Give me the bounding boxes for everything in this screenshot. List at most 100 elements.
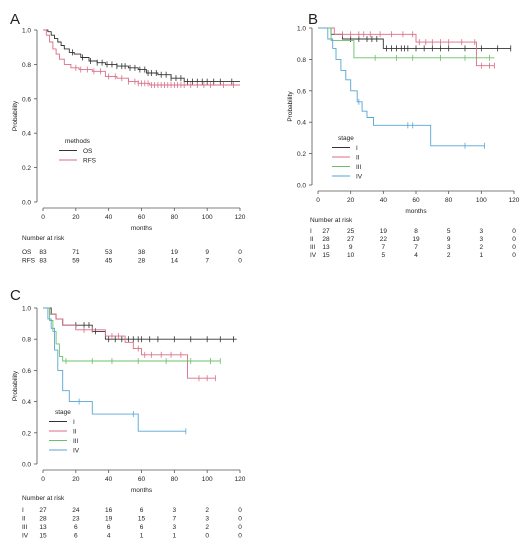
risk-value: 1 bbox=[480, 252, 484, 259]
risk-value: 3 bbox=[173, 524, 177, 531]
risk-row-label: III bbox=[22, 524, 28, 531]
x-tick-label: 0 bbox=[316, 197, 320, 204]
risk-value: 15 bbox=[39, 533, 47, 540]
x-axis-label: months bbox=[405, 208, 427, 215]
risk-value: 28 bbox=[39, 516, 47, 523]
risk-value: 24 bbox=[72, 507, 80, 514]
x-tick-label: 40 bbox=[105, 214, 113, 221]
risk-value: 3 bbox=[173, 507, 177, 514]
panel-letter: A bbox=[10, 11, 20, 28]
risk-value: 4 bbox=[414, 252, 418, 259]
risk-value: 22 bbox=[380, 236, 388, 243]
risk-table-title: Number at risk bbox=[22, 235, 65, 242]
y-tick-label: 0.8 bbox=[22, 337, 31, 344]
legend-label-iv: IV bbox=[73, 448, 80, 455]
y-tick-label: 0.2 bbox=[22, 165, 31, 172]
series-ii-curve bbox=[43, 307, 216, 379]
y-tick-label: 0.8 bbox=[22, 62, 31, 69]
series-iii-curve bbox=[318, 27, 495, 59]
series-rfs-curve bbox=[43, 29, 240, 86]
risk-value: 13 bbox=[322, 244, 330, 251]
x-tick-label: 80 bbox=[171, 476, 179, 483]
risk-value: 0 bbox=[512, 252, 516, 259]
series-ii-curve bbox=[318, 27, 495, 67]
risk-value: 7 bbox=[205, 258, 209, 265]
x-tick-label: 120 bbox=[235, 214, 246, 221]
series-iii-curve bbox=[43, 307, 221, 362]
panel-c: C0.00.20.40.60.81.00 20 40 60 80 100 120months… bbox=[10, 287, 246, 540]
risk-row-label: OS bbox=[22, 249, 32, 256]
x-tick-label: 120 bbox=[235, 476, 246, 483]
series-i-curve bbox=[43, 307, 237, 340]
risk-value: 2 bbox=[205, 524, 209, 531]
risk-value: 23 bbox=[72, 516, 80, 523]
risk-value: 9 bbox=[205, 249, 209, 256]
risk-row-label: II bbox=[22, 516, 26, 523]
risk-value: 1 bbox=[173, 533, 177, 540]
legend-label-ii: II bbox=[356, 155, 360, 162]
risk-value: 25 bbox=[347, 228, 355, 235]
legend-label-i: I bbox=[356, 145, 358, 152]
risk-value: 0 bbox=[512, 228, 516, 235]
risk-value: 71 bbox=[72, 249, 80, 256]
risk-value: 3 bbox=[480, 228, 484, 235]
risk-table-title: Number at risk bbox=[22, 495, 65, 502]
risk-value: 13 bbox=[39, 524, 47, 531]
risk-value: 16 bbox=[105, 507, 113, 514]
x-axis-label: months bbox=[131, 487, 153, 494]
risk-value: 9 bbox=[349, 244, 353, 251]
risk-value: 19 bbox=[412, 236, 420, 243]
panel-b: B0.00.20.40.60.81.00 20 40 60 80 100 120months… bbox=[287, 11, 520, 259]
risk-value: 6 bbox=[140, 524, 144, 531]
x-tick-label: 40 bbox=[105, 476, 113, 483]
x-tick-label: 20 bbox=[72, 214, 80, 221]
risk-value: 83 bbox=[39, 249, 47, 256]
risk-value: 0 bbox=[238, 524, 242, 531]
legend-label-iv: IV bbox=[356, 174, 363, 181]
risk-value: 9 bbox=[447, 236, 451, 243]
risk-value: 19 bbox=[105, 516, 113, 523]
legend-label-i: I bbox=[73, 419, 75, 426]
risk-value: 6 bbox=[140, 507, 144, 514]
risk-value: 3 bbox=[480, 236, 484, 243]
risk-row-label: RFS bbox=[22, 258, 36, 265]
risk-value: 14 bbox=[171, 258, 179, 265]
x-tick-label: 0 bbox=[41, 214, 45, 221]
risk-value: 27 bbox=[322, 228, 330, 235]
risk-value: 10 bbox=[347, 252, 355, 259]
risk-value: 45 bbox=[105, 258, 113, 265]
x-tick-label: 80 bbox=[445, 197, 453, 204]
risk-value: 0 bbox=[238, 533, 242, 540]
y-tick-label: 0.2 bbox=[22, 430, 31, 437]
risk-value: 28 bbox=[322, 236, 330, 243]
legend-title: stage bbox=[55, 409, 71, 416]
risk-value: 7 bbox=[382, 244, 386, 251]
x-tick-label: 100 bbox=[202, 214, 213, 221]
risk-value: 0 bbox=[512, 236, 516, 243]
risk-row-label: I bbox=[310, 228, 312, 235]
y-axis-label: Probability bbox=[12, 370, 19, 401]
risk-table-title: Number at risk bbox=[310, 217, 353, 224]
legend-title: methods bbox=[65, 138, 91, 145]
risk-value: 0 bbox=[238, 507, 242, 514]
risk-value: 0 bbox=[512, 244, 516, 251]
x-tick-label: 100 bbox=[476, 197, 487, 204]
y-tick-label: 0.0 bbox=[22, 462, 31, 469]
risk-value: 27 bbox=[347, 236, 355, 243]
legend-label-iii: III bbox=[356, 164, 362, 171]
y-tick-label: 0.4 bbox=[22, 131, 31, 138]
risk-row-label: I bbox=[22, 507, 24, 514]
y-tick-label: 1.0 bbox=[297, 26, 306, 33]
risk-value: 0 bbox=[238, 258, 242, 265]
x-tick-label: 60 bbox=[412, 197, 420, 204]
x-tick-label: 0 bbox=[41, 476, 45, 483]
x-tick-label: 40 bbox=[380, 197, 388, 204]
y-tick-label: 0.6 bbox=[297, 88, 306, 95]
risk-value: 8 bbox=[414, 228, 418, 235]
y-axis-label: Probability bbox=[12, 100, 19, 131]
series-os-curve bbox=[43, 29, 240, 83]
y-tick-label: 0.6 bbox=[22, 368, 31, 375]
risk-value: 5 bbox=[382, 252, 386, 259]
series-iv-curve bbox=[43, 307, 186, 432]
